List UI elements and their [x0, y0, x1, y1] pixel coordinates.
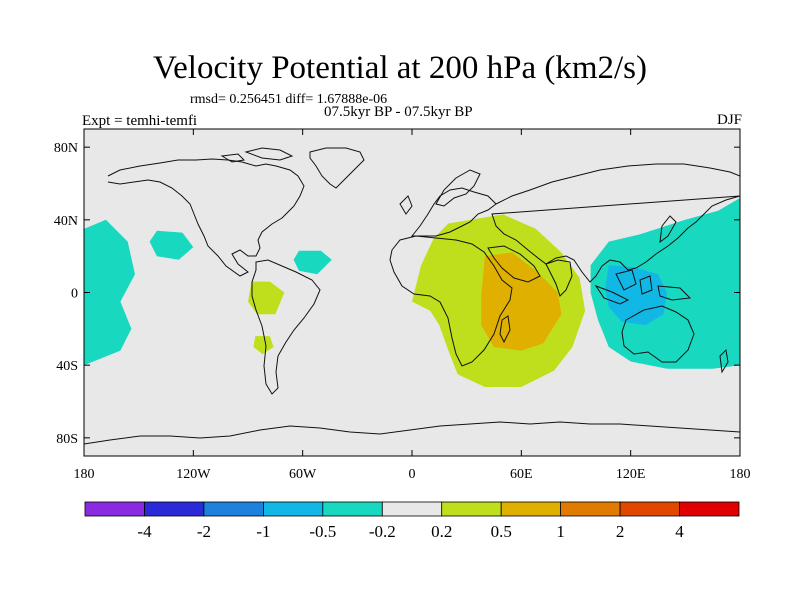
y-tick-label: 40N — [54, 214, 78, 229]
x-tick-label: 60E — [510, 467, 533, 482]
colorbar-label: -1 — [256, 522, 270, 541]
coastline-indonesia — [594, 269, 692, 305]
coastline-antarctica — [84, 421, 740, 445]
coastline-scandinavia — [435, 169, 481, 207]
coastline-australia — [621, 305, 695, 363]
colorbar-swatch — [322, 501, 383, 517]
coastline-greenland — [309, 147, 365, 189]
x-tick-label: 180 — [730, 467, 751, 482]
colorbar-swatch — [262, 501, 324, 517]
colorbar-swatch — [84, 501, 145, 517]
colorbar-label: 0.5 — [491, 522, 512, 541]
colorbar: -4 -2 -1 -0.5 -0.2 0.2 0.5 1 2 4 — [84, 501, 740, 541]
chart-title: Velocity Potential at 200 hPa (km2/s) — [152, 50, 648, 86]
coastline-india — [545, 259, 573, 297]
y-tick-label: 80S — [56, 432, 78, 447]
region-north-atlantic-negative — [293, 250, 332, 275]
colorbar-swatch — [203, 501, 264, 517]
x-tick-label: 0 — [409, 467, 416, 482]
coastline-british-isles — [399, 195, 413, 215]
region-north-pacific-negative — [149, 230, 194, 260]
region-dateline-west-negative — [84, 219, 135, 366]
region-south-america-small-positive — [253, 336, 274, 355]
season-label: DJF — [716, 112, 742, 128]
colorbar-swatch — [560, 501, 621, 517]
coastline-japan — [659, 215, 677, 244]
colorbar-label: 0.2 — [431, 522, 452, 541]
x-tick-label: 180 — [74, 467, 95, 482]
colorbar-label: 2 — [616, 522, 625, 541]
coastline-south-america — [251, 259, 321, 395]
colorbar-label: -0.5 — [309, 522, 336, 541]
colorbar-label: 4 — [675, 522, 684, 541]
coastlines — [84, 147, 740, 445]
y-tick-label: 80N — [54, 141, 78, 156]
x-tick-label: 60W — [289, 467, 317, 482]
coastline-africa — [389, 235, 513, 367]
colorbar-swatch — [144, 501, 205, 517]
colorbar-swatch — [441, 501, 502, 517]
region-south-america-positive — [248, 281, 285, 315]
y-tick-label: 0 — [71, 287, 78, 302]
period-label: 07.5kyr BP - 07.5kyr BP — [324, 104, 473, 120]
experiment-label: Expt = temhi-temfi — [82, 113, 198, 129]
coastline-asia — [491, 163, 740, 283]
coastline-madagascar — [499, 315, 511, 344]
colorbar-label: -2 — [197, 522, 211, 541]
colorbar-label: -0.2 — [369, 522, 396, 541]
colorbar-swatch — [619, 501, 680, 517]
coastline-north-america — [107, 158, 305, 277]
region-maritime-continent-core — [605, 265, 668, 326]
coastline-new-zealand — [719, 348, 729, 374]
region-maritime-continent-negative — [590, 198, 740, 369]
colorbar-label: 1 — [556, 522, 565, 541]
y-axis: 80N 40N 0 40S 80S — [54, 141, 740, 447]
coastline-arctic-islands — [220, 147, 294, 163]
coastline-europe — [410, 187, 497, 237]
colorbar-swatch — [500, 501, 562, 517]
x-tick-label: 120W — [176, 467, 211, 482]
x-axis: 180 120W 60W 0 60E 120E 180 — [74, 129, 751, 482]
y-tick-label: 40S — [56, 359, 78, 374]
colorbar-swatch — [679, 501, 740, 517]
contour-fills — [84, 198, 740, 387]
rmsd-stats: rmsd= 0.256451 diff= 1.67888e-06 — [190, 92, 388, 107]
colorbar-label: -4 — [137, 522, 152, 541]
colorbar-swatch — [381, 501, 443, 517]
x-tick-label: 120E — [616, 467, 646, 482]
coastline-arabia — [487, 245, 541, 283]
